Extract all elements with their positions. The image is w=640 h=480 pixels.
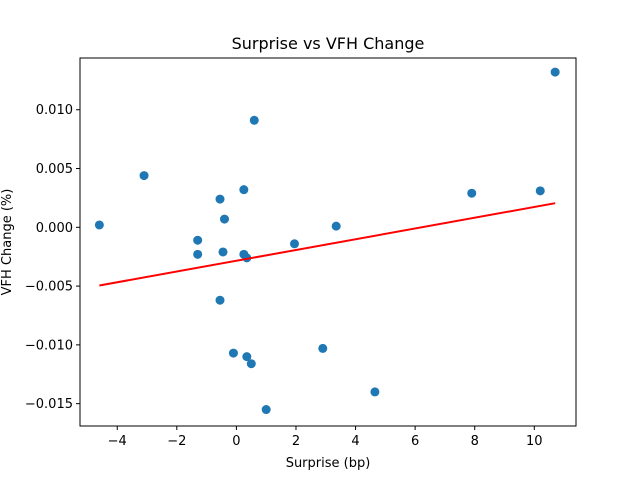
data-point-13 <box>242 352 252 362</box>
regression-line <box>99 202 556 287</box>
data-point-4 <box>193 249 203 259</box>
x-tick-label: 10 <box>526 434 543 449</box>
y-tick-label: 0.000 <box>36 221 73 236</box>
x-tick-label: −2 <box>167 434 186 449</box>
data-point-11 <box>239 185 249 195</box>
x-tick-label: 2 <box>292 434 300 449</box>
x-tick-label: 6 <box>411 434 419 449</box>
data-point-17 <box>289 239 299 249</box>
chart-title: Surprise vs VFH Change <box>232 34 425 53</box>
y-axis-label: VFH Change (%) <box>0 189 15 296</box>
data-point-3 <box>193 235 203 245</box>
y-tick-label: 0.005 <box>36 162 73 177</box>
y-axis: −0.015 −0.010 −0.005 0.000 0.005 0.010 <box>25 103 80 412</box>
x-axis: −4 −2 0 2 4 6 8 10 <box>108 426 543 449</box>
x-axis-label: Surprise (bp) <box>286 456 371 471</box>
x-tick-label: 8 <box>471 434 479 449</box>
x-tick-label: 4 <box>351 434 359 449</box>
y-tick-label: 0.010 <box>36 103 73 118</box>
data-point-22 <box>535 186 545 196</box>
data-point-14 <box>246 359 256 369</box>
x-tick-label: −4 <box>108 434 127 449</box>
data-point-8 <box>215 295 225 305</box>
x-tick-label: 0 <box>232 434 240 449</box>
data-point-2 <box>139 171 149 181</box>
y-tick-label: −0.010 <box>25 338 73 353</box>
data-point-16 <box>261 405 271 415</box>
data-point-1 <box>94 220 104 230</box>
data-point-18 <box>318 343 328 353</box>
axes-frame <box>79 57 577 427</box>
plot-area <box>94 67 560 415</box>
data-point-23 <box>550 67 560 77</box>
y-tick-label: −0.005 <box>25 280 73 295</box>
data-point-15 <box>249 115 259 125</box>
data-point-21 <box>467 188 477 198</box>
data-point-20 <box>370 387 380 397</box>
data-point-6 <box>218 247 228 257</box>
y-tick-label: −0.015 <box>25 397 73 412</box>
data-point-9 <box>228 348 238 358</box>
data-point-19 <box>331 221 341 231</box>
data-point-7 <box>219 214 229 224</box>
data-point-5 <box>215 194 225 204</box>
